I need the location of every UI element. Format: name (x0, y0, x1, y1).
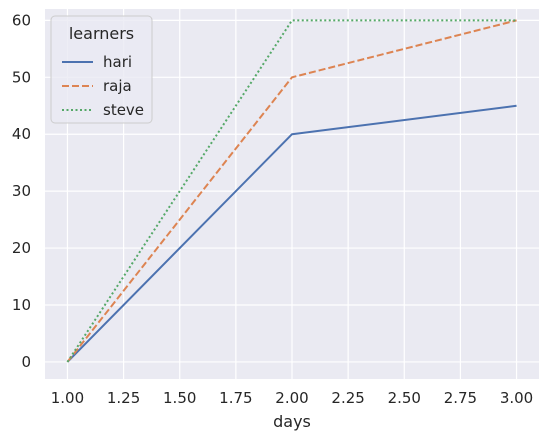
y-tick-label: 40 (12, 125, 31, 143)
legend-items: hari raja steve (62, 53, 144, 119)
legend-label-hari: hari (103, 53, 132, 71)
y-tick-label: 30 (12, 182, 31, 200)
legend-label-raja: raja (103, 77, 132, 95)
y-tick-label: 20 (12, 239, 31, 257)
x-tick-label: 2.25 (331, 389, 364, 407)
x-tick-label: 1.00 (51, 389, 84, 407)
x-tick-label: 1.50 (163, 389, 196, 407)
y-tick-labels: 0 10 20 30 40 50 60 (12, 11, 31, 371)
x-tick-label: 3.00 (500, 389, 533, 407)
legend: learners hari raja steve (50, 15, 153, 124)
x-axis-label: days (273, 412, 311, 431)
legend-label-steve: steve (103, 101, 144, 119)
legend-box (50, 15, 153, 124)
y-tick-label: 60 (12, 11, 31, 29)
x-tick-label: 2.00 (275, 389, 308, 407)
series-lines (66, 19, 517, 363)
x-tick-label: 2.50 (388, 389, 421, 407)
legend-title: learners (69, 24, 134, 43)
x-tick-label: 2.75 (444, 389, 477, 407)
x-tick-label: 1.25 (107, 389, 140, 407)
series-line-steve (66, 19, 517, 363)
series-line-raja (66, 19, 517, 363)
y-tick-label: 0 (21, 353, 31, 371)
y-tick-label: 50 (12, 68, 31, 86)
x-tick-label: 1.75 (219, 389, 252, 407)
y-tick-label: 10 (12, 296, 31, 314)
x-tick-labels: 1.00 1.25 1.50 1.75 2.00 2.25 2.50 2.75 3.00 (51, 389, 533, 407)
series-line-hari (66, 104, 517, 363)
